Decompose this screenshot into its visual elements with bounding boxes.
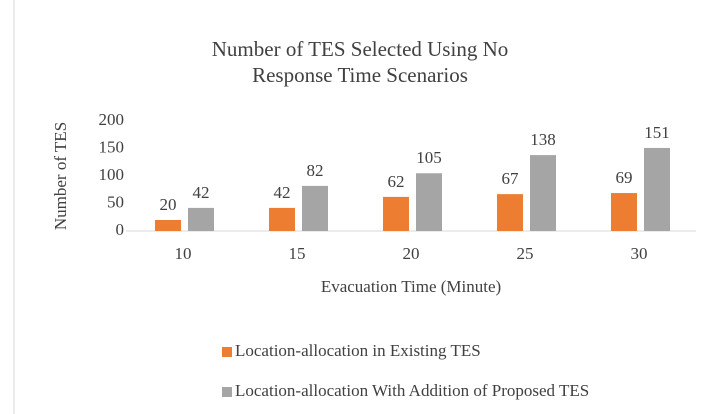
x-tick-label: 30 [631,244,648,263]
y-axis-label: Number of TES [51,122,70,230]
chart-title: Number of TES Selected Using No Response… [211,37,509,87]
y-tick-label: 150 [99,137,125,156]
legend-label: Location-allocation With Addition of Pro… [235,381,589,400]
bar [188,207,214,231]
bar [155,220,181,231]
data-label: 20 [160,195,177,214]
x-tick-label: 20 [403,244,420,263]
data-label: 62 [388,172,405,191]
bar [611,193,637,231]
data-label: 42 [274,183,291,202]
data-label: 138 [530,130,556,149]
legend-swatch [222,347,232,357]
x-tick-label: 10 [175,244,192,263]
bar [269,207,295,231]
data-label: 69 [616,168,633,187]
x-axis-label: Evacuation Time (Minute) [321,277,501,296]
data-label: 67 [502,169,520,188]
legend-label: Location-allocation in Existing TES [235,341,481,360]
y-tick-label: 50 [107,192,124,211]
bar [497,194,523,231]
data-label: 42 [193,183,210,202]
y-tick-label: 100 [99,165,125,184]
y-tick-label: 200 [99,110,125,129]
bar [644,147,670,231]
data-label: 105 [416,148,442,167]
legend-swatch [222,387,232,397]
bar [416,173,442,231]
x-tick-label: 15 [289,244,306,263]
data-label: 82 [307,161,324,180]
data-label: 151 [644,123,670,142]
bar [383,196,409,231]
bar [302,185,328,231]
bar [530,155,556,231]
y-tick-label: 0 [116,220,125,239]
x-tick-label: 25 [517,244,534,263]
